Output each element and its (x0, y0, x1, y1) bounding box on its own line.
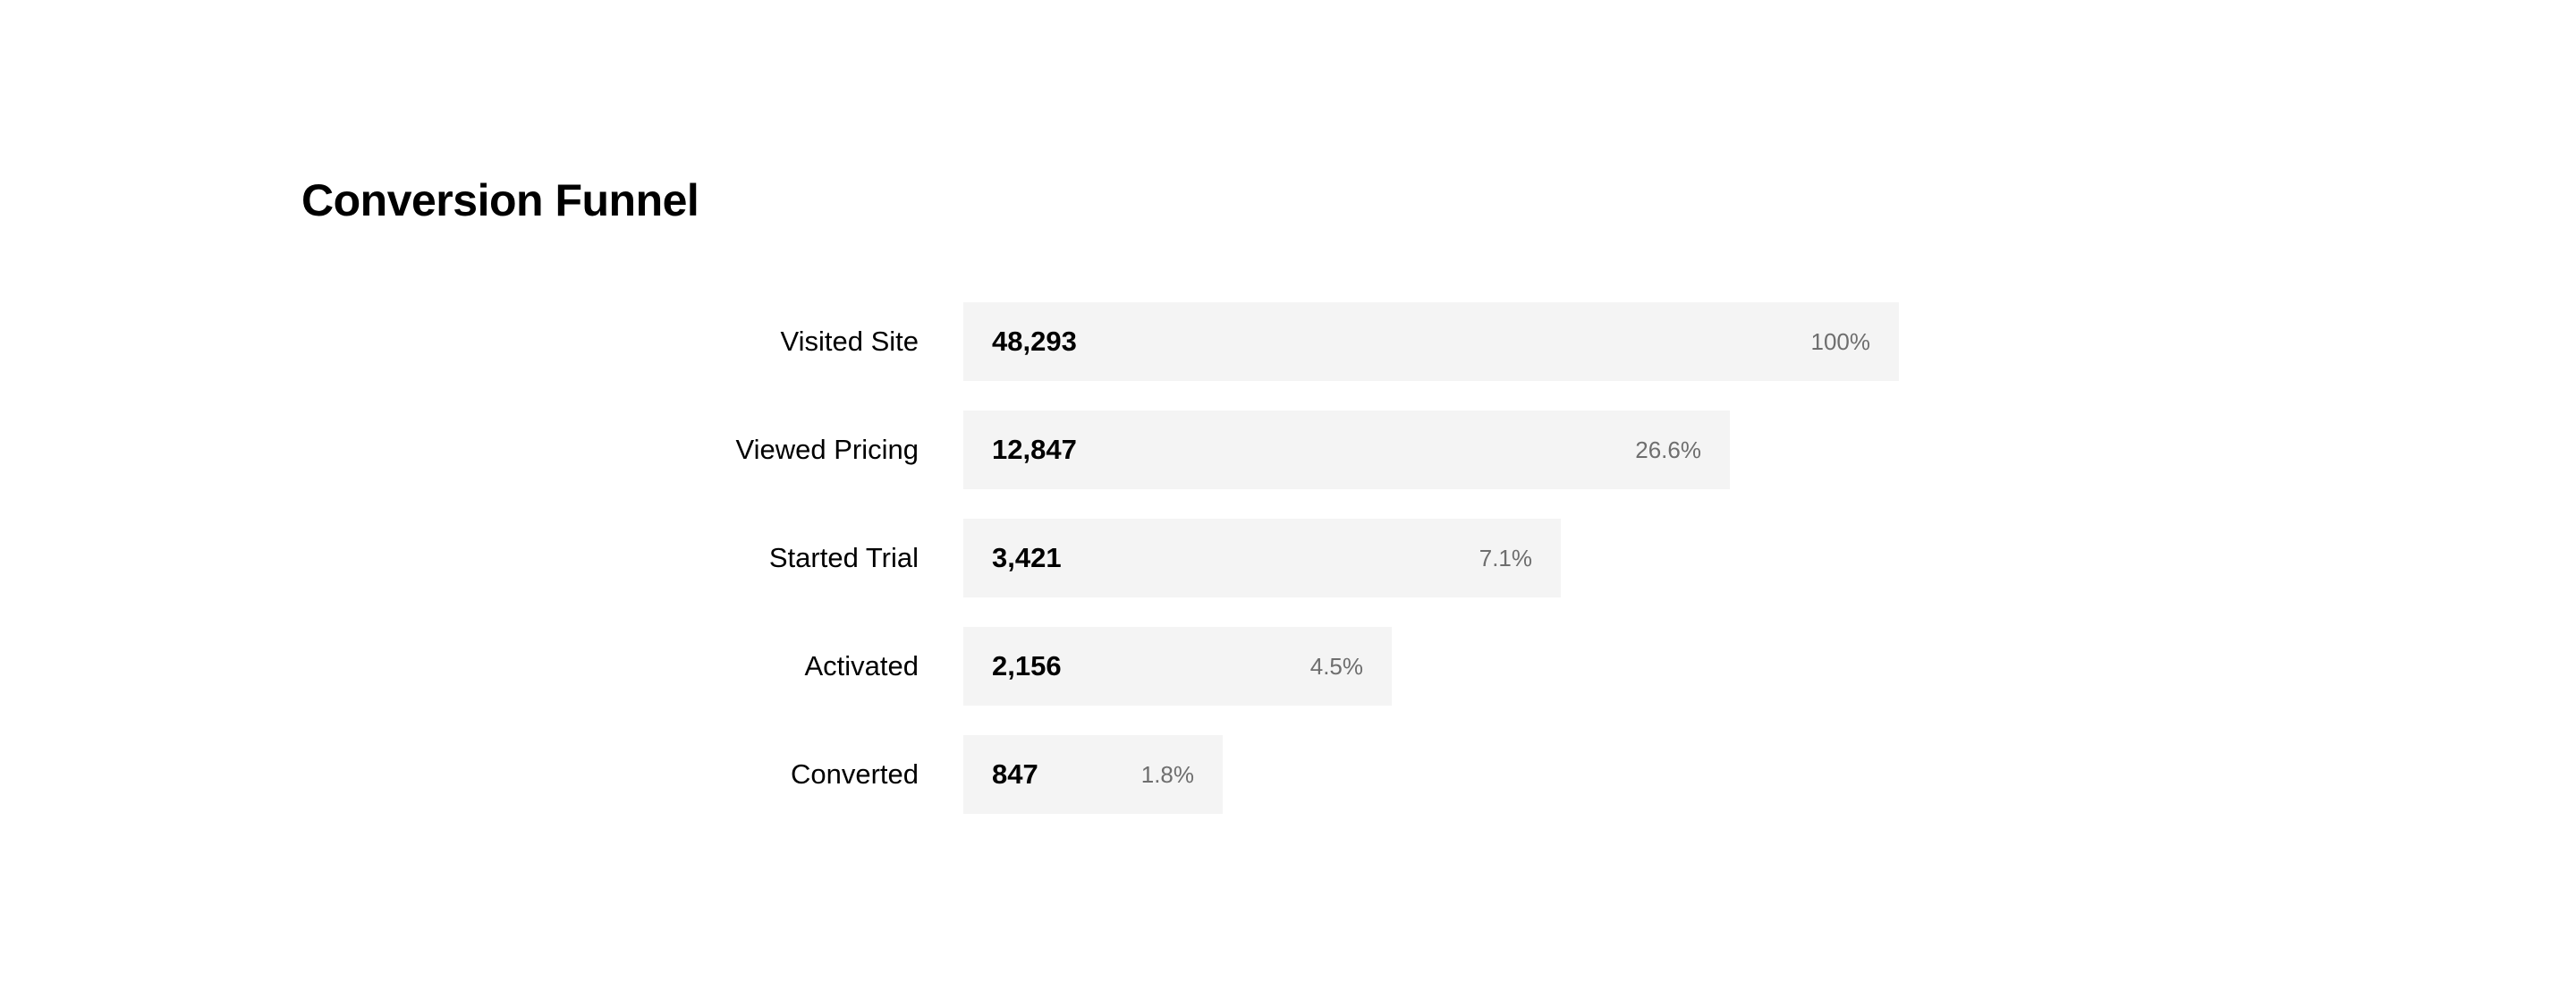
funnel-row: Viewed Pricing 12,847 26.6% (0, 411, 2576, 489)
funnel-count-label: 2,156 (992, 650, 1062, 681)
funnel-bar: 3,421 7.1% (963, 519, 1561, 597)
chart-title: Conversion Funnel (301, 175, 699, 225)
funnel-stage-label: Converted (790, 758, 919, 790)
funnel-row: Activated 2,156 4.5% (0, 627, 2576, 706)
funnel-row: Visited Site 48,293 100% (0, 302, 2576, 381)
funnel-count-label: 48,293 (992, 326, 1077, 357)
funnel-count-label: 847 (992, 758, 1038, 790)
funnel-stage-label: Started Trial (768, 542, 919, 573)
funnel-bar: 48,293 100% (963, 302, 1899, 381)
funnel-bar: 2,156 4.5% (963, 627, 1392, 706)
funnel-row: Converted 847 1.8% (0, 735, 2576, 814)
funnel-percent-label: 1.8% (1140, 761, 1194, 788)
funnel-count-label: 3,421 (992, 542, 1062, 573)
funnel-row: Started Trial 3,421 7.1% (0, 519, 2576, 597)
funnel-count-label: 12,847 (992, 434, 1077, 465)
funnel-stage-label: Visited Site (780, 326, 919, 357)
funnel-bar: 12,847 26.6% (963, 411, 1730, 489)
funnel-bar: 847 1.8% (963, 735, 1223, 814)
funnel-stage-label: Activated (804, 650, 919, 681)
funnel-percent-label: 100% (1810, 328, 1871, 355)
funnel-percent-label: 26.6% (1635, 436, 1701, 463)
funnel-stage-label: Viewed Pricing (735, 434, 919, 465)
funnel-percent-label: 7.1% (1479, 545, 1532, 571)
funnel-percent-label: 4.5% (1309, 653, 1363, 680)
